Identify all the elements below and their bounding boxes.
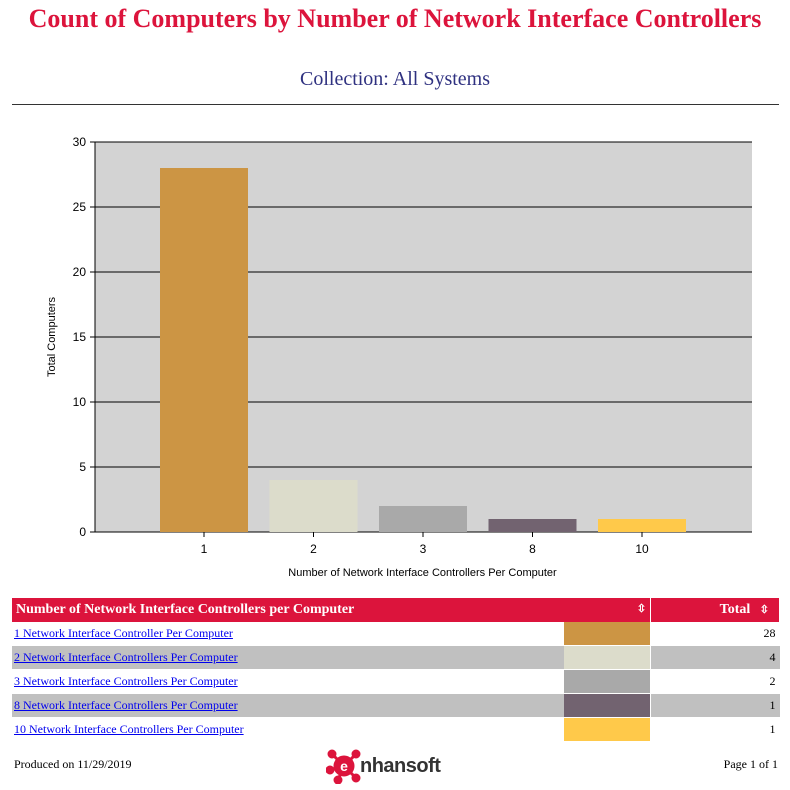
x-tick-label: 10: [635, 542, 649, 556]
cell-color: [564, 622, 651, 646]
cell-color: [564, 693, 651, 718]
color-swatch: [564, 646, 651, 669]
enhansoft-logo: e nhansoft: [326, 748, 441, 784]
x-axis-title: Number of Network Interface Controllers …: [288, 567, 557, 579]
row-link[interactable]: 8 Network Interface Controllers Per Comp…: [14, 698, 238, 712]
row-link[interactable]: 1 Network Interface Controller Per Compu…: [14, 626, 233, 640]
column-header-name[interactable]: Number of Network Interface Controllers …: [12, 598, 652, 622]
y-tick-label: 30: [73, 135, 87, 149]
page-number: Page 1 of 1: [723, 757, 778, 771]
bar-chart: 0 5 10 15 20 25 30 1 2 3 8 10 Number of Network Inte…: [46, 135, 752, 579]
y-tick-label: 10: [73, 395, 87, 409]
x-tick-label: 3: [420, 542, 427, 556]
sort-arrows-icon[interactable]: ⇳: [636, 603, 647, 615]
x-tick-label: 8: [529, 542, 536, 556]
cell-total: 1: [650, 717, 780, 742]
bar-10: [598, 519, 686, 532]
sort-arrows-icon[interactable]: ⇳: [759, 604, 769, 616]
enhansoft-logo-icon: e: [326, 749, 361, 784]
svg-text:e: e: [340, 758, 348, 774]
bar-8: [488, 519, 577, 532]
table-row: 10 Network Interface Controllers Per Com…: [12, 717, 780, 742]
cell-name: 1 Network Interface Controller Per Compu…: [12, 622, 565, 646]
column-header-total[interactable]: Total ⇳: [650, 598, 780, 622]
row-link[interactable]: 10 Network Interface Controllers Per Com…: [14, 722, 244, 736]
y-axis-title: Total Computers: [46, 296, 58, 377]
cell-total: 2: [650, 669, 780, 694]
cell-color: [564, 669, 651, 694]
bar-2: [269, 480, 358, 532]
y-tick-label: 0: [79, 525, 86, 539]
row-link[interactable]: 2 Network Interface Controllers Per Comp…: [14, 650, 238, 664]
color-swatch: [564, 670, 651, 693]
produced-date: Produced on 11/29/2019: [14, 757, 132, 771]
color-swatch: [564, 694, 651, 717]
cell-total: 28: [650, 622, 780, 646]
data-table: Number of Network Interface Controllers …: [12, 598, 780, 742]
y-tick-label: 25: [73, 200, 87, 214]
cell-name: 10 Network Interface Controllers Per Com…: [12, 717, 565, 742]
cell-color: [564, 645, 651, 670]
report-subtitle: Collection: All Systems: [299, 68, 490, 90]
cell-total: 1: [650, 693, 780, 718]
y-tick-label: 20: [73, 265, 87, 279]
color-swatch: [564, 718, 651, 741]
color-swatch: [564, 622, 651, 645]
table-row: 1 Network Interface Controller Per Compu…: [12, 622, 780, 646]
table-header-row: Number of Network Interface Controllers …: [12, 598, 780, 622]
report-title: Count of Computers by Number of Network …: [28, 4, 762, 33]
x-tick-label: 2: [310, 542, 317, 556]
bar-1: [160, 168, 248, 532]
cell-name: 2 Network Interface Controllers Per Comp…: [12, 645, 565, 670]
cell-color: [564, 717, 651, 742]
cell-name: 3 Network Interface Controllers Per Comp…: [12, 669, 565, 694]
x-tick-label: 1: [201, 542, 208, 556]
y-tick-label: 5: [79, 460, 86, 474]
table-row: 3 Network Interface Controllers Per Comp…: [12, 669, 780, 694]
table-row: 8 Network Interface Controllers Per Comp…: [12, 693, 780, 718]
table-row: 2 Network Interface Controllers Per Comp…: [12, 645, 780, 670]
bar-3: [379, 506, 467, 532]
cell-name: 8 Network Interface Controllers Per Comp…: [12, 693, 565, 718]
cell-total: 4: [650, 645, 780, 670]
y-tick-label: 15: [73, 330, 87, 344]
column-header-name-label: Number of Network Interface Controllers …: [16, 602, 355, 617]
logo-text: nhansoft: [360, 754, 441, 777]
column-header-total-label: Total: [719, 602, 751, 617]
title-divider: [12, 104, 779, 105]
row-link[interactable]: 3 Network Interface Controllers Per Comp…: [14, 674, 238, 688]
